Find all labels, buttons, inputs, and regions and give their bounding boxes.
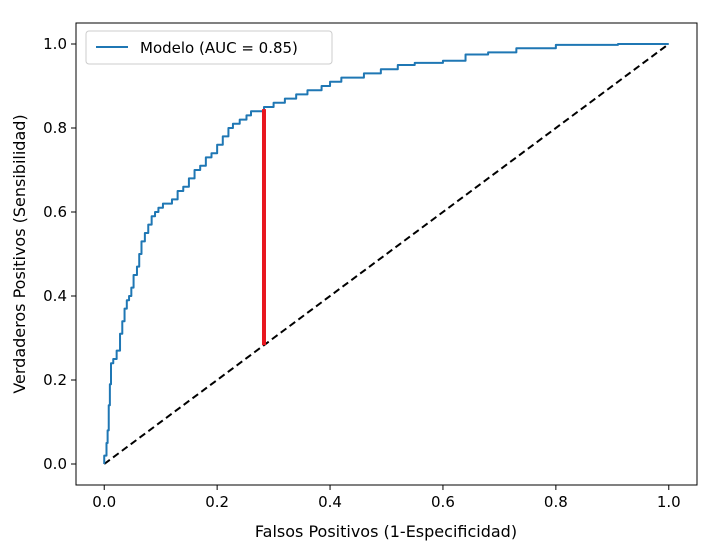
legend: Modelo (AUC = 0.85) bbox=[85, 30, 333, 65]
roc-curve-line bbox=[103, 43, 669, 464]
y-tick-label: 1.0 bbox=[43, 35, 67, 53]
x-tick-label: 0.6 bbox=[431, 493, 455, 511]
y-axis-ticks: 0.0 0.2 0.4 0.6 0.8 1.0 bbox=[43, 35, 76, 473]
legend-label: Modelo (AUC = 0.85) bbox=[140, 39, 298, 57]
x-tick-label: 0.2 bbox=[205, 493, 229, 511]
x-tick-label: 0.8 bbox=[544, 493, 568, 511]
y-tick-label: 0.0 bbox=[43, 455, 67, 473]
x-tick-label: 0.4 bbox=[318, 493, 342, 511]
y-tick-label: 0.6 bbox=[43, 203, 67, 221]
y-tick-label: 0.8 bbox=[43, 119, 67, 137]
x-tick-label: 0.0 bbox=[92, 493, 116, 511]
axes-frame bbox=[75, 22, 698, 486]
y-axis-label: Verdaderos Positivos (Sensibilidad) bbox=[10, 114, 29, 393]
y-tick-label: 0.4 bbox=[43, 287, 67, 305]
plot-area bbox=[103, 43, 670, 465]
x-tick-label: 1.0 bbox=[657, 493, 681, 511]
legend-box bbox=[85, 30, 333, 65]
y-tick-label: 0.2 bbox=[43, 371, 67, 389]
x-axis-ticks: 0.0 0.2 0.4 0.6 0.8 1.0 bbox=[92, 485, 681, 511]
x-axis-label: Falsos Positivos (1-Especificidad) bbox=[255, 522, 517, 541]
diagonal-reference-line bbox=[103, 43, 670, 465]
